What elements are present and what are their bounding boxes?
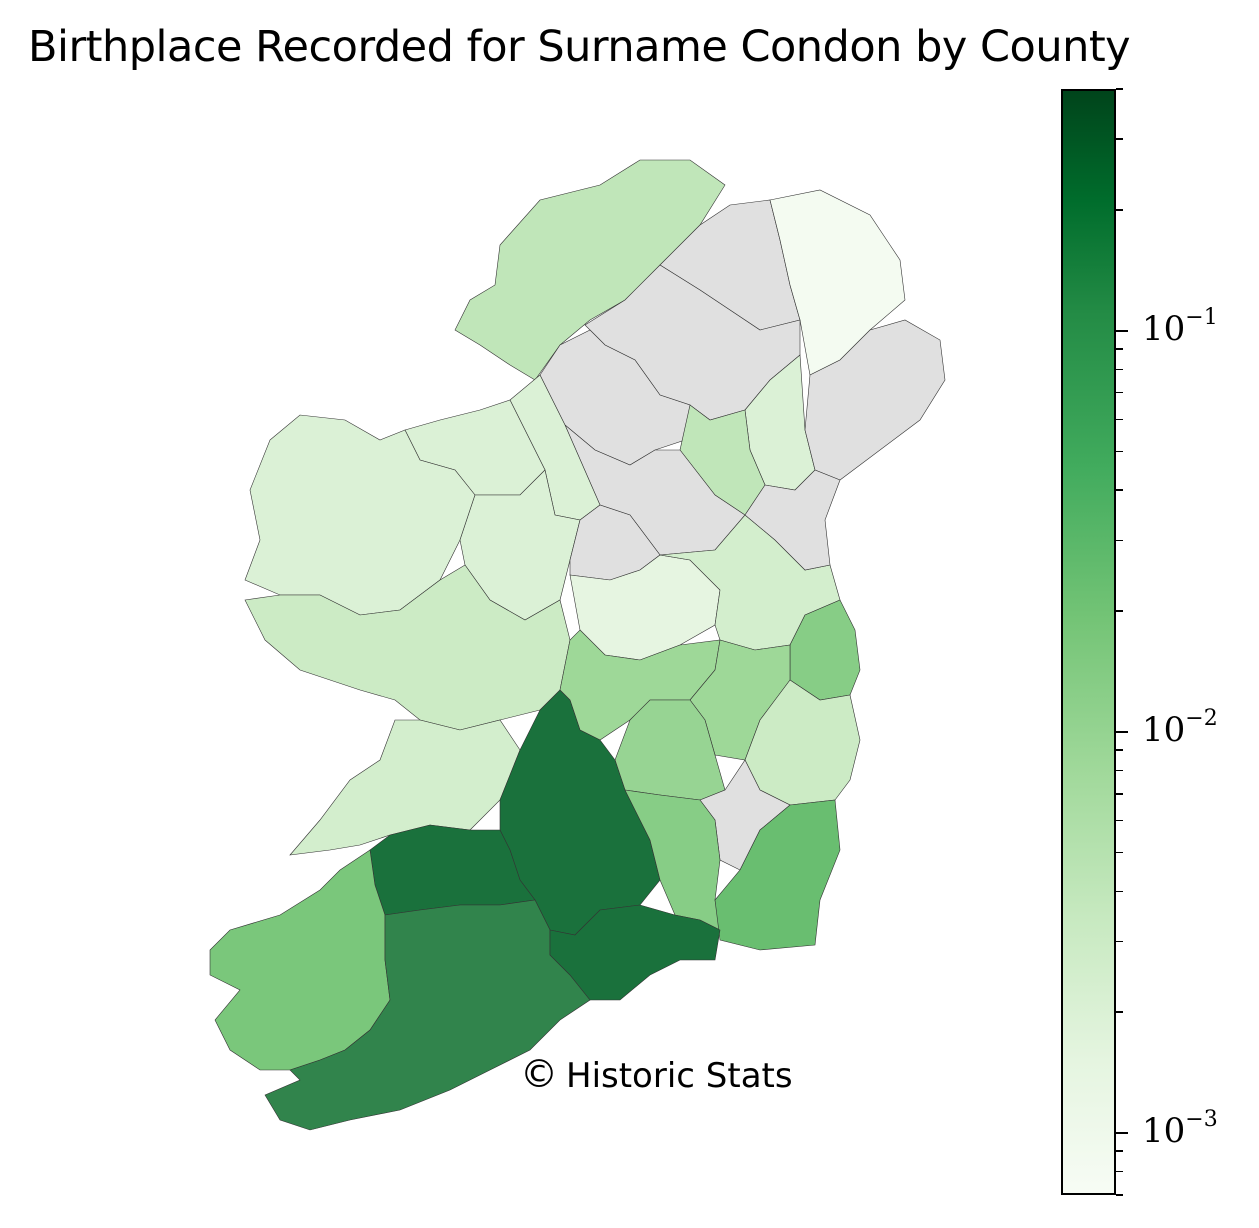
colorbar-minor-tick [1116,418,1123,421]
colorbar-minor-tick [1116,88,1123,90]
colorbar-minor-tick [1116,819,1123,822]
county-mayo [244,414,476,616]
county-roscommon [459,469,581,621]
colorbar-major-tick [1116,329,1128,332]
county-wicklow [744,679,861,806]
colorbar-minor-tick [1116,749,1123,751]
county-down [804,319,946,481]
colorbar-major-tick [1116,730,1128,733]
copyright-symbol: © [520,1052,558,1096]
credit-label: © Historic Stats [520,1052,793,1096]
colorbar-minor-tick [1116,539,1123,542]
county-wexford [714,799,841,951]
county-waterford [549,904,721,1001]
colorbar-minor-tick [1116,1170,1123,1173]
colorbar-minor-tick [1116,391,1123,394]
colorbar-minor-tick [1116,1011,1123,1013]
county-clare [289,719,521,856]
colorbar-minor-tick [1116,769,1123,772]
colorbar-major-tick [1116,1131,1128,1134]
colorbar-minor-tick [1116,1150,1123,1152]
ireland-county-map [209,159,946,1131]
colorbar-minor-tick [1116,450,1123,453]
county-louth [744,469,841,571]
colorbar-minor-tick [1116,138,1123,140]
colorbar-minor-tick [1116,851,1123,854]
colorbar-minor-tick [1116,610,1123,612]
colorbar-minor-tick [1116,348,1123,350]
colorbar-minor-tick [1116,793,1123,795]
colorbar-tick-label: 10−3 [1142,1106,1218,1151]
colorbar-minor-tick [1116,940,1123,943]
colorbar-minor-tick [1116,1194,1123,1196]
colorbar-minor-tick [1116,890,1123,893]
colorbar-minor-tick [1116,209,1123,211]
credit-text: Historic Stats [566,1056,793,1096]
map-title: Birthplace Recorded for Surname Condon b… [28,22,1131,72]
colorbar-tick-label: 10−2 [1142,705,1218,750]
colorbar [1061,89,1116,1195]
colorbar-tick-label: 10−1 [1142,304,1218,349]
county-donegal [454,159,726,381]
colorbar-minor-tick [1116,368,1123,371]
county-cork [264,899,591,1131]
colorbar-minor-tick [1116,489,1123,491]
